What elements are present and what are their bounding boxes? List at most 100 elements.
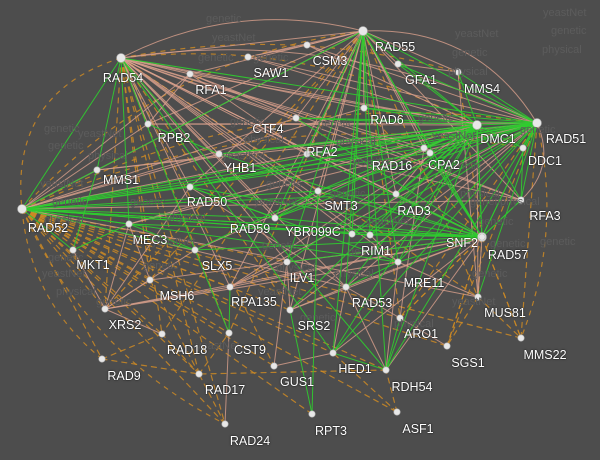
graph-edge[interactable] [317, 124, 478, 192]
graph-edge[interactable] [189, 73, 308, 155]
graph-node-msh6[interactable] [146, 276, 154, 284]
graph-edge[interactable] [385, 369, 398, 413]
graph-edge[interactable] [120, 57, 425, 149]
graph-edge-arc[interactable] [21, 208, 103, 360]
graph-node-rad17[interactable] [195, 370, 203, 378]
graph-edge[interactable] [345, 261, 399, 288]
graph-node-rfa3[interactable] [517, 196, 525, 204]
graph-node-rad55[interactable] [358, 26, 368, 36]
graph-edge[interactable] [520, 122, 538, 339]
graph-edge[interactable] [120, 57, 130, 225]
graph-node-ilv1[interactable] [283, 258, 291, 266]
graph-edge[interactable] [128, 124, 478, 225]
graph-edge[interactable] [21, 57, 122, 210]
graph-edge[interactable] [306, 124, 478, 155]
graph-edge[interactable] [481, 199, 522, 238]
graph-edge[interactable] [306, 44, 538, 124]
graph-edge-arc[interactable] [120, 49, 538, 124]
graph-edge[interactable] [218, 153, 483, 238]
graph-edge[interactable] [476, 124, 522, 201]
graph-node-saw1[interactable] [244, 53, 252, 61]
graph-edge[interactable] [198, 332, 230, 375]
graph-node-ybr099c[interactable] [348, 230, 356, 238]
graph-edge[interactable] [104, 308, 163, 335]
graph-edge[interactable] [476, 124, 483, 238]
graph-edge[interactable] [120, 57, 387, 371]
graph-edge[interactable] [397, 122, 538, 263]
graph-edge[interactable] [332, 124, 478, 354]
graph-edge[interactable] [274, 190, 319, 219]
graph-edge[interactable] [128, 223, 196, 251]
graph-edge[interactable] [120, 57, 308, 155]
graph-node-rad18[interactable] [158, 330, 166, 338]
graph-node-rad57[interactable] [478, 233, 486, 241]
graph-edge[interactable] [362, 30, 397, 195]
graph-edge[interactable] [189, 186, 483, 238]
graph-edge[interactable] [520, 147, 524, 201]
graph-edge[interactable] [481, 236, 522, 339]
graph-edge[interactable] [362, 30, 399, 263]
graph-edge[interactable] [21, 190, 319, 210]
graph-edge[interactable] [345, 286, 387, 371]
graph-edge[interactable] [397, 63, 478, 126]
graph-edge[interactable] [189, 30, 364, 75]
graph-edge[interactable] [476, 124, 524, 149]
graph-edge[interactable] [385, 122, 538, 371]
graph-edge[interactable] [385, 124, 478, 371]
graph-edge[interactable] [446, 236, 483, 347]
graph-edge[interactable] [332, 236, 483, 354]
graph-edge[interactable] [120, 57, 163, 335]
graph-node-rpa135[interactable] [226, 283, 234, 291]
graph-edge[interactable] [228, 286, 231, 334]
graph-edge[interactable] [189, 124, 478, 188]
graph-edge-arc[interactable] [520, 122, 545, 201]
graph-edge[interactable] [395, 152, 431, 195]
graph-edge[interactable] [147, 30, 364, 125]
graph-edge[interactable] [194, 190, 319, 251]
graph-edge[interactable] [286, 236, 483, 263]
graph-edge[interactable] [104, 223, 130, 310]
graph-edge[interactable] [21, 208, 106, 310]
graph-edge[interactable] [189, 30, 364, 188]
graph-edge[interactable] [397, 124, 478, 263]
graph-edge[interactable] [147, 123, 220, 155]
graph-edge[interactable] [362, 30, 387, 371]
graph-edge-arc[interactable] [120, 19, 364, 59]
graph-node-hed1[interactable] [329, 349, 337, 357]
graph-edge[interactable] [295, 30, 364, 119]
graph-edge[interactable] [21, 208, 334, 354]
graph-node-srs2[interactable] [286, 306, 294, 314]
graph-edge[interactable] [362, 30, 522, 201]
graph-edge[interactable] [104, 186, 191, 310]
graph-edge[interactable] [286, 124, 478, 263]
graph-edge-arc[interactable] [21, 30, 364, 210]
graph-edge[interactable] [120, 57, 151, 281]
graph-edge[interactable] [332, 30, 364, 354]
graph-edge[interactable] [21, 208, 401, 319]
graph-node-rad54[interactable] [116, 53, 126, 63]
graph-edge[interactable] [429, 152, 483, 238]
graph-edge[interactable] [147, 123, 478, 126]
graph-edge[interactable] [189, 186, 347, 288]
graph-edge[interactable] [149, 30, 364, 281]
graph-node-ctf4[interactable] [292, 114, 300, 122]
graph-node-mus81[interactable] [474, 293, 482, 301]
graph-edge[interactable] [120, 57, 288, 263]
graph-edge[interactable] [362, 30, 431, 154]
graph-edge[interactable] [120, 57, 196, 251]
graph-edge[interactable] [273, 261, 288, 367]
graph-edge[interactable] [423, 122, 538, 149]
graph-edge[interactable] [362, 30, 538, 124]
graph-edge[interactable] [289, 124, 478, 311]
graph-edge[interactable] [385, 236, 483, 371]
graph-edge[interactable] [21, 208, 74, 251]
graph-edge[interactable] [72, 249, 106, 310]
graph-edge[interactable] [351, 30, 364, 235]
graph-edge[interactable] [104, 286, 231, 310]
graph-edge[interactable] [21, 208, 276, 219]
graph-edge-arc[interactable] [21, 133, 524, 210]
graph-edge[interactable] [446, 122, 538, 347]
graph-node-ddc1[interactable] [519, 144, 527, 152]
graph-edge-arc[interactable] [120, 53, 478, 126]
